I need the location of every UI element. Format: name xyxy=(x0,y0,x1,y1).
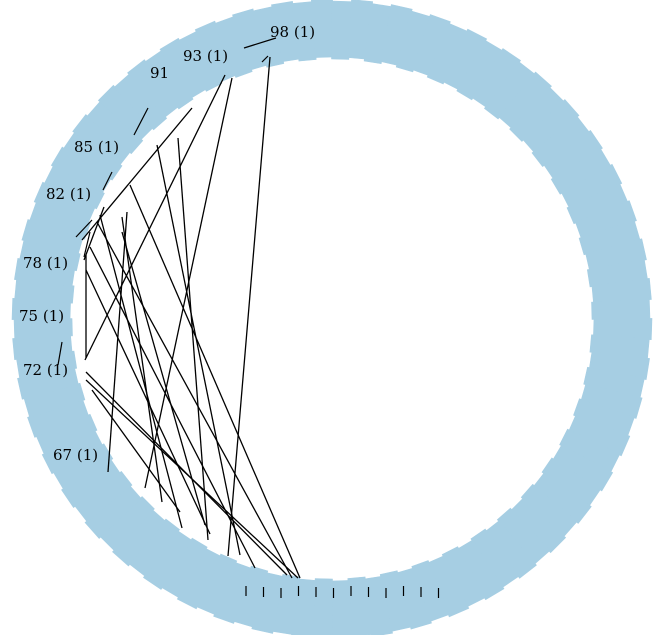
ring-segment xyxy=(470,528,520,589)
ring-segment xyxy=(113,73,168,131)
ring-segment xyxy=(331,0,353,60)
chord-line xyxy=(121,231,206,526)
ring-segment xyxy=(566,182,629,225)
ring-segment xyxy=(509,86,565,142)
label-tick xyxy=(102,171,113,191)
ring-segment xyxy=(213,16,253,78)
ring-segment xyxy=(86,100,144,155)
label-93: 93 (1) xyxy=(183,47,228,65)
ring-segment xyxy=(559,428,621,474)
label-tick xyxy=(83,231,91,258)
label-72: 72 (1) xyxy=(23,361,68,379)
chord-line xyxy=(177,137,209,541)
ring-segment xyxy=(195,553,238,616)
ring-segment xyxy=(311,578,333,635)
chord-line xyxy=(85,269,211,535)
ring-segment xyxy=(541,457,602,507)
ring-segment xyxy=(591,298,651,320)
ring-segment xyxy=(35,413,98,456)
ring-segment xyxy=(347,576,373,635)
labels: 98 (1) 93 (1) 91 85 (1) 82 (1) 78 (1) 75… xyxy=(19,23,315,464)
ring-segment xyxy=(426,22,469,85)
ring-segment xyxy=(99,496,155,552)
chords xyxy=(81,56,301,579)
ring-segment xyxy=(291,1,317,62)
label-78: 78 (1) xyxy=(23,254,68,272)
label-91: 91 xyxy=(150,64,169,82)
chord-line xyxy=(107,211,128,473)
ring-segment xyxy=(578,219,641,256)
ring-segment xyxy=(62,131,123,181)
ring-segment xyxy=(456,39,504,101)
ring-segment xyxy=(583,366,645,400)
label-67: 67 (1) xyxy=(53,446,98,464)
chord-line xyxy=(99,214,183,529)
ticks xyxy=(57,37,440,598)
ring-segment xyxy=(496,507,551,565)
label-85: 85 (1) xyxy=(74,138,119,156)
ring-segment xyxy=(379,570,413,632)
ring-segment xyxy=(531,115,591,168)
ring-segment xyxy=(29,200,91,240)
ring-segment xyxy=(73,470,133,523)
chord-line xyxy=(227,56,271,557)
ring-segment xyxy=(23,382,86,419)
ring-segment xyxy=(177,30,223,92)
label-tick xyxy=(261,55,269,63)
ring-segment xyxy=(550,147,612,195)
label-tick xyxy=(133,107,149,136)
chord-line xyxy=(121,216,163,503)
chord-line xyxy=(96,221,293,579)
label-82: 82 (1) xyxy=(46,185,91,203)
chord-line xyxy=(83,206,105,261)
ring-segment xyxy=(483,60,536,120)
ring-segment xyxy=(43,164,105,210)
ring-segment xyxy=(144,49,194,110)
chord-line xyxy=(91,389,181,513)
label-75: 75 (1) xyxy=(19,307,64,325)
ring-segment xyxy=(13,318,73,340)
ring-segment xyxy=(16,350,78,380)
ring-segment xyxy=(251,6,285,68)
ring-segment xyxy=(363,3,393,65)
ring-segment xyxy=(271,573,301,635)
ring-segment xyxy=(395,10,432,73)
label-tick xyxy=(75,219,93,238)
ring xyxy=(11,0,653,635)
ring-segment xyxy=(586,258,648,288)
ring-segment xyxy=(128,518,181,578)
ring-segment xyxy=(520,483,578,538)
ring-segment xyxy=(52,443,114,491)
label-tick xyxy=(243,37,277,49)
ring-segment xyxy=(441,546,487,608)
chord-line xyxy=(156,144,241,556)
label-98: 98 (1) xyxy=(270,23,315,41)
chord-line xyxy=(129,184,301,579)
ring-segment xyxy=(331,580,353,635)
ring-segment xyxy=(573,398,635,438)
ring-segment xyxy=(411,560,451,622)
ring-segment xyxy=(160,537,208,599)
label-tick xyxy=(57,341,63,366)
chord-line xyxy=(84,74,226,361)
ring-segment xyxy=(19,238,81,272)
